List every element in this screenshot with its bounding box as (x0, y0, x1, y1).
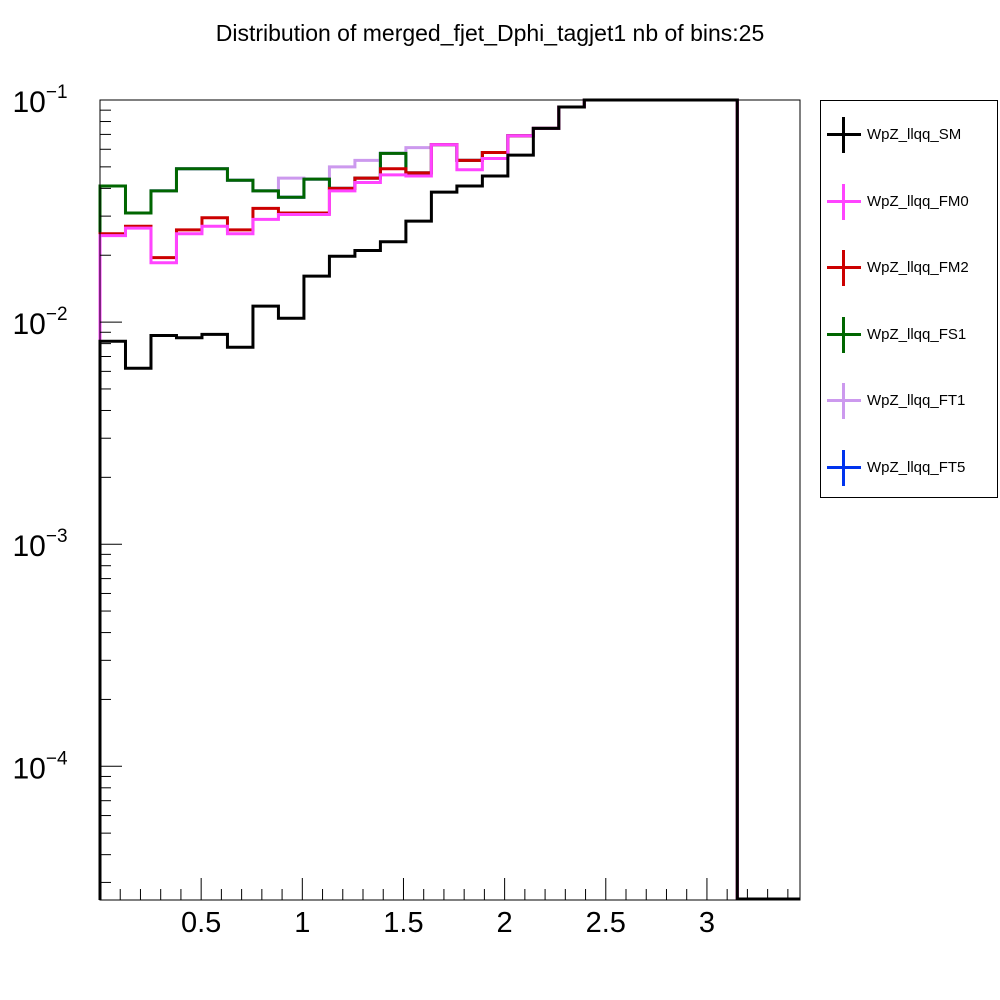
legend-label: WpZ_llqq_FM0 (867, 192, 969, 210)
plot-frame (99, 99, 801, 901)
legend-item-wpz-llqq-ft1: WpZ_llqq_FT1 (821, 381, 997, 421)
legend-marker (827, 183, 861, 220)
x-tick-label: 3 (699, 907, 715, 939)
x-tick-label: 1.5 (383, 907, 423, 939)
legend-label: WpZ_llqq_FT5 (867, 458, 966, 476)
legend-label: WpZ_llqq_FS1 (867, 325, 967, 343)
y-tick-label: 10−2 (12, 304, 67, 341)
legend-item-wpz-llqq-fm2: WpZ_llqq_FM2 (821, 248, 997, 288)
legend-label: WpZ_llqq_FM2 (867, 259, 969, 276)
y-tick-label: 10−1 (12, 82, 67, 119)
legend-item-wpz-llqq-sm: WpZ_llqq_SM (821, 115, 997, 155)
legend: WpZ_llqq_SM WpZ_llqq_FM0 WpZ_llqq_FM2 WpZ_l… (820, 100, 998, 498)
series-layer (98, 98, 800, 901)
legend-marker (827, 117, 861, 153)
legend-marker (827, 316, 861, 353)
y-tick-label: 10−3 (12, 526, 67, 563)
y-tick-label: 10−4 (12, 748, 67, 785)
legend-label: WpZ_llqq_SM (867, 126, 962, 143)
x-tick-label: 2.5 (586, 907, 626, 939)
chart-title: Distribution of merged_fjet_Dphi_tagjet1… (215, 20, 765, 46)
legend-item-wpz-llqq-ft5: WpZ_llqq_FT5 (821, 448, 997, 488)
axis-layer: 0.5 1 1.5 2 2.5 3 10−1 10−2 10−3 10−4 (12, 82, 801, 939)
series-line-wpz-llqq-sm (98, 98, 739, 900)
legend-marker (827, 383, 861, 419)
legend-marker (827, 449, 861, 486)
x-tick-label: 0.5 (181, 907, 221, 939)
legend-marker (827, 250, 861, 286)
legend-item-wpz-llqq-fm0: WpZ_llqq_FM0 (821, 182, 997, 222)
x-tick-label: 2 (497, 907, 513, 939)
x-tick-label: 1 (294, 907, 310, 939)
legend-item-wpz-llqq-fs1: WpZ_llqq_FS1 (821, 315, 997, 355)
legend-label: WpZ_llqq_FT1 (867, 392, 966, 409)
